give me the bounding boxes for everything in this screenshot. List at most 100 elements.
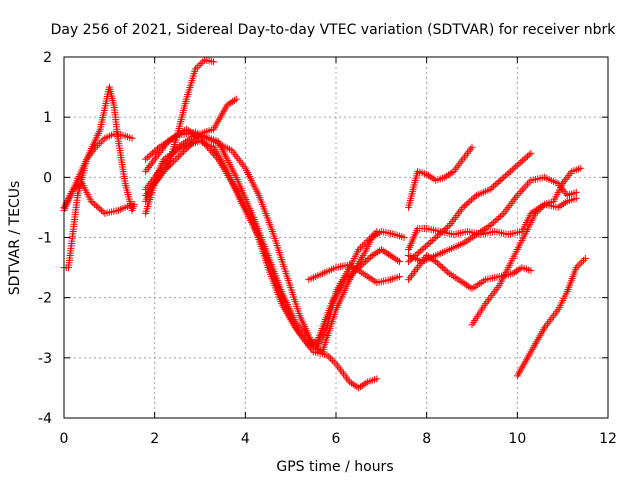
data-point	[198, 136, 206, 144]
data-point	[505, 169, 513, 177]
data-point	[461, 202, 469, 210]
data-point	[142, 155, 150, 163]
data-point	[207, 147, 215, 155]
data-point	[191, 136, 199, 144]
data-point	[459, 279, 467, 287]
data-point	[423, 170, 431, 178]
x-tick-label: 4	[241, 431, 250, 447]
data-point	[471, 193, 479, 201]
data-point	[76, 181, 84, 189]
data-point	[577, 164, 585, 172]
data-point	[437, 262, 445, 270]
data-point	[390, 254, 398, 262]
data-point	[188, 139, 196, 147]
y-tick-label: 2	[43, 50, 52, 66]
data-point	[527, 149, 535, 157]
data-point	[442, 267, 450, 275]
data-point	[69, 185, 77, 193]
data-point	[385, 250, 393, 258]
data-point	[509, 270, 517, 278]
data-point	[358, 261, 366, 269]
data-point	[180, 148, 188, 156]
data-point	[428, 237, 436, 245]
data-point	[163, 164, 171, 172]
data-point	[323, 351, 331, 359]
data-point	[370, 250, 378, 258]
data-point	[166, 161, 174, 169]
data-point	[405, 258, 413, 266]
data-point	[145, 152, 153, 160]
data-point	[440, 265, 448, 273]
series-track-13	[405, 173, 580, 266]
data-point	[374, 248, 382, 256]
data-point	[466, 197, 474, 205]
data-point	[467, 196, 475, 204]
data-point	[435, 261, 443, 269]
data-point	[496, 212, 504, 220]
y-tick-label: -2	[38, 291, 52, 307]
data-point	[356, 262, 364, 270]
series-track-16	[468, 164, 585, 329]
data-point	[500, 173, 508, 181]
data-point	[312, 341, 320, 349]
data-point	[572, 264, 580, 272]
data-point	[170, 157, 178, 165]
data-point	[183, 144, 191, 152]
data-point	[574, 262, 582, 270]
data-point	[186, 141, 194, 149]
data-point	[386, 252, 394, 260]
data-point	[232, 95, 240, 103]
data-point	[581, 255, 589, 263]
y-tick-label: 1	[43, 110, 52, 126]
data-point	[147, 151, 155, 159]
data-point	[205, 145, 213, 153]
data-point	[511, 268, 519, 276]
data-point	[539, 202, 547, 210]
data-point	[430, 235, 438, 243]
data-point	[230, 96, 238, 104]
data-point	[395, 273, 403, 281]
data-point	[428, 174, 436, 182]
data-point	[71, 184, 79, 192]
data-point	[486, 185, 494, 193]
data-point	[305, 336, 313, 344]
data-point	[423, 241, 431, 249]
data-point	[199, 58, 207, 66]
data-point	[202, 141, 210, 149]
data-point	[495, 178, 503, 186]
data-point	[96, 205, 104, 213]
data-point	[367, 233, 375, 241]
data-point	[408, 255, 416, 263]
data-point	[410, 253, 418, 261]
data-point	[444, 223, 452, 231]
data-point	[468, 143, 476, 151]
data-point	[572, 188, 580, 196]
data-point	[400, 234, 408, 241]
data-point	[197, 60, 205, 68]
data-point	[488, 220, 496, 228]
x-tick-label: 8	[422, 431, 431, 447]
data-point	[225, 100, 233, 108]
data-point	[199, 138, 207, 146]
data-point	[425, 240, 433, 248]
data-point	[433, 259, 441, 267]
x-tick-label: 0	[60, 431, 69, 447]
data-point	[371, 229, 379, 237]
data-point	[171, 156, 179, 164]
series-track-14	[405, 143, 476, 211]
data-point	[535, 206, 543, 214]
data-point	[369, 231, 377, 239]
data-point	[525, 151, 533, 159]
data-point	[346, 378, 354, 386]
data-point	[193, 63, 201, 71]
plot-frame	[63, 56, 609, 419]
data-point	[443, 172, 451, 180]
data-point	[94, 203, 102, 211]
x-tick-label: 2	[150, 431, 159, 447]
data-point	[424, 172, 432, 180]
data-point	[442, 224, 450, 232]
data-point	[493, 215, 501, 223]
data-points	[60, 56, 589, 392]
data-point	[181, 146, 189, 154]
